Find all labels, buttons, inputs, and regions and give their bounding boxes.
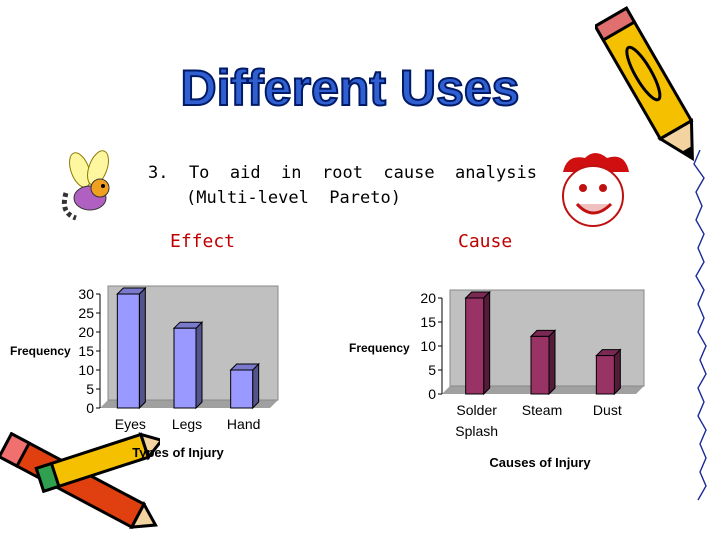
bar — [116, 293, 140, 409]
face-clipart-icon — [562, 153, 629, 227]
bar-side — [548, 329, 556, 396]
category-label: Solder — [456, 402, 497, 418]
y-tick-label: 0 — [86, 400, 94, 416]
y-tick-label: 5 — [86, 381, 94, 397]
y-tick-label: 25 — [78, 305, 94, 321]
y-tick-label: 20 — [420, 290, 436, 306]
cause-bar-chart: 0 5 10 15 20 Solder Splash Steam Dust Frequency… — [349, 289, 645, 470]
category-label: Dust — [593, 402, 622, 418]
x-axis-label: Causes of Injury — [489, 455, 591, 470]
y-tick-group: 0 5 10 15 20 25 30 — [78, 286, 100, 416]
category-label: Steam — [522, 402, 562, 418]
x-axis-label: Types of Injury — [132, 445, 224, 460]
category-label: Hand — [227, 416, 260, 432]
bar — [230, 369, 254, 409]
y-tick-label: 10 — [78, 362, 94, 378]
bar-group — [116, 286, 260, 410]
effect-bar-chart: 0 5 10 15 20 25 30 Eyes Legs Hand Frequency Type… — [10, 285, 279, 460]
pencils-clipart-icon — [0, 432, 160, 530]
category-label: Splash — [455, 423, 498, 439]
effect-heading: Effect — [170, 231, 236, 252]
bar-side — [613, 348, 621, 396]
bar-side — [195, 320, 203, 410]
y-tick-label: 30 — [78, 286, 94, 302]
point-line-1: 3. To aid in root cause analysis — [148, 163, 537, 183]
y-tick-label: 5 — [428, 362, 436, 378]
category-labels: Solder Splash Steam Dust — [455, 402, 622, 439]
y-tick-label: 15 — [78, 343, 94, 359]
spiral-binding — [693, 150, 707, 501]
category-labels: Eyes Legs Hand — [115, 416, 261, 432]
y-tick-label: 20 — [78, 324, 94, 340]
y-tick-label: 0 — [428, 386, 436, 402]
point-line-2: (Multi-level Pareto) — [186, 188, 401, 208]
bar-group — [464, 290, 622, 396]
bar — [530, 335, 550, 395]
category-label: Legs — [172, 416, 202, 432]
category-label: Eyes — [115, 416, 146, 432]
y-axis-label: Frequency — [349, 341, 410, 355]
bar — [595, 355, 615, 395]
bee-clipart-icon — [61, 150, 110, 221]
bar — [173, 327, 197, 409]
bar — [465, 297, 485, 395]
y-tick-group: 0 5 10 15 20 — [420, 290, 442, 402]
pencil-clipart-icon — [595, 6, 694, 162]
cause-heading: Cause — [458, 231, 513, 252]
bar-side — [483, 290, 491, 396]
bar-side — [138, 286, 146, 410]
bar-side — [252, 362, 260, 410]
slide-title-text: Different Uses — [181, 60, 520, 116]
y-tick-label: 10 — [420, 338, 436, 354]
y-axis-label: Frequency — [10, 344, 71, 358]
y-tick-label: 15 — [420, 314, 436, 330]
slide-title: Different Uses — [180, 59, 521, 117]
